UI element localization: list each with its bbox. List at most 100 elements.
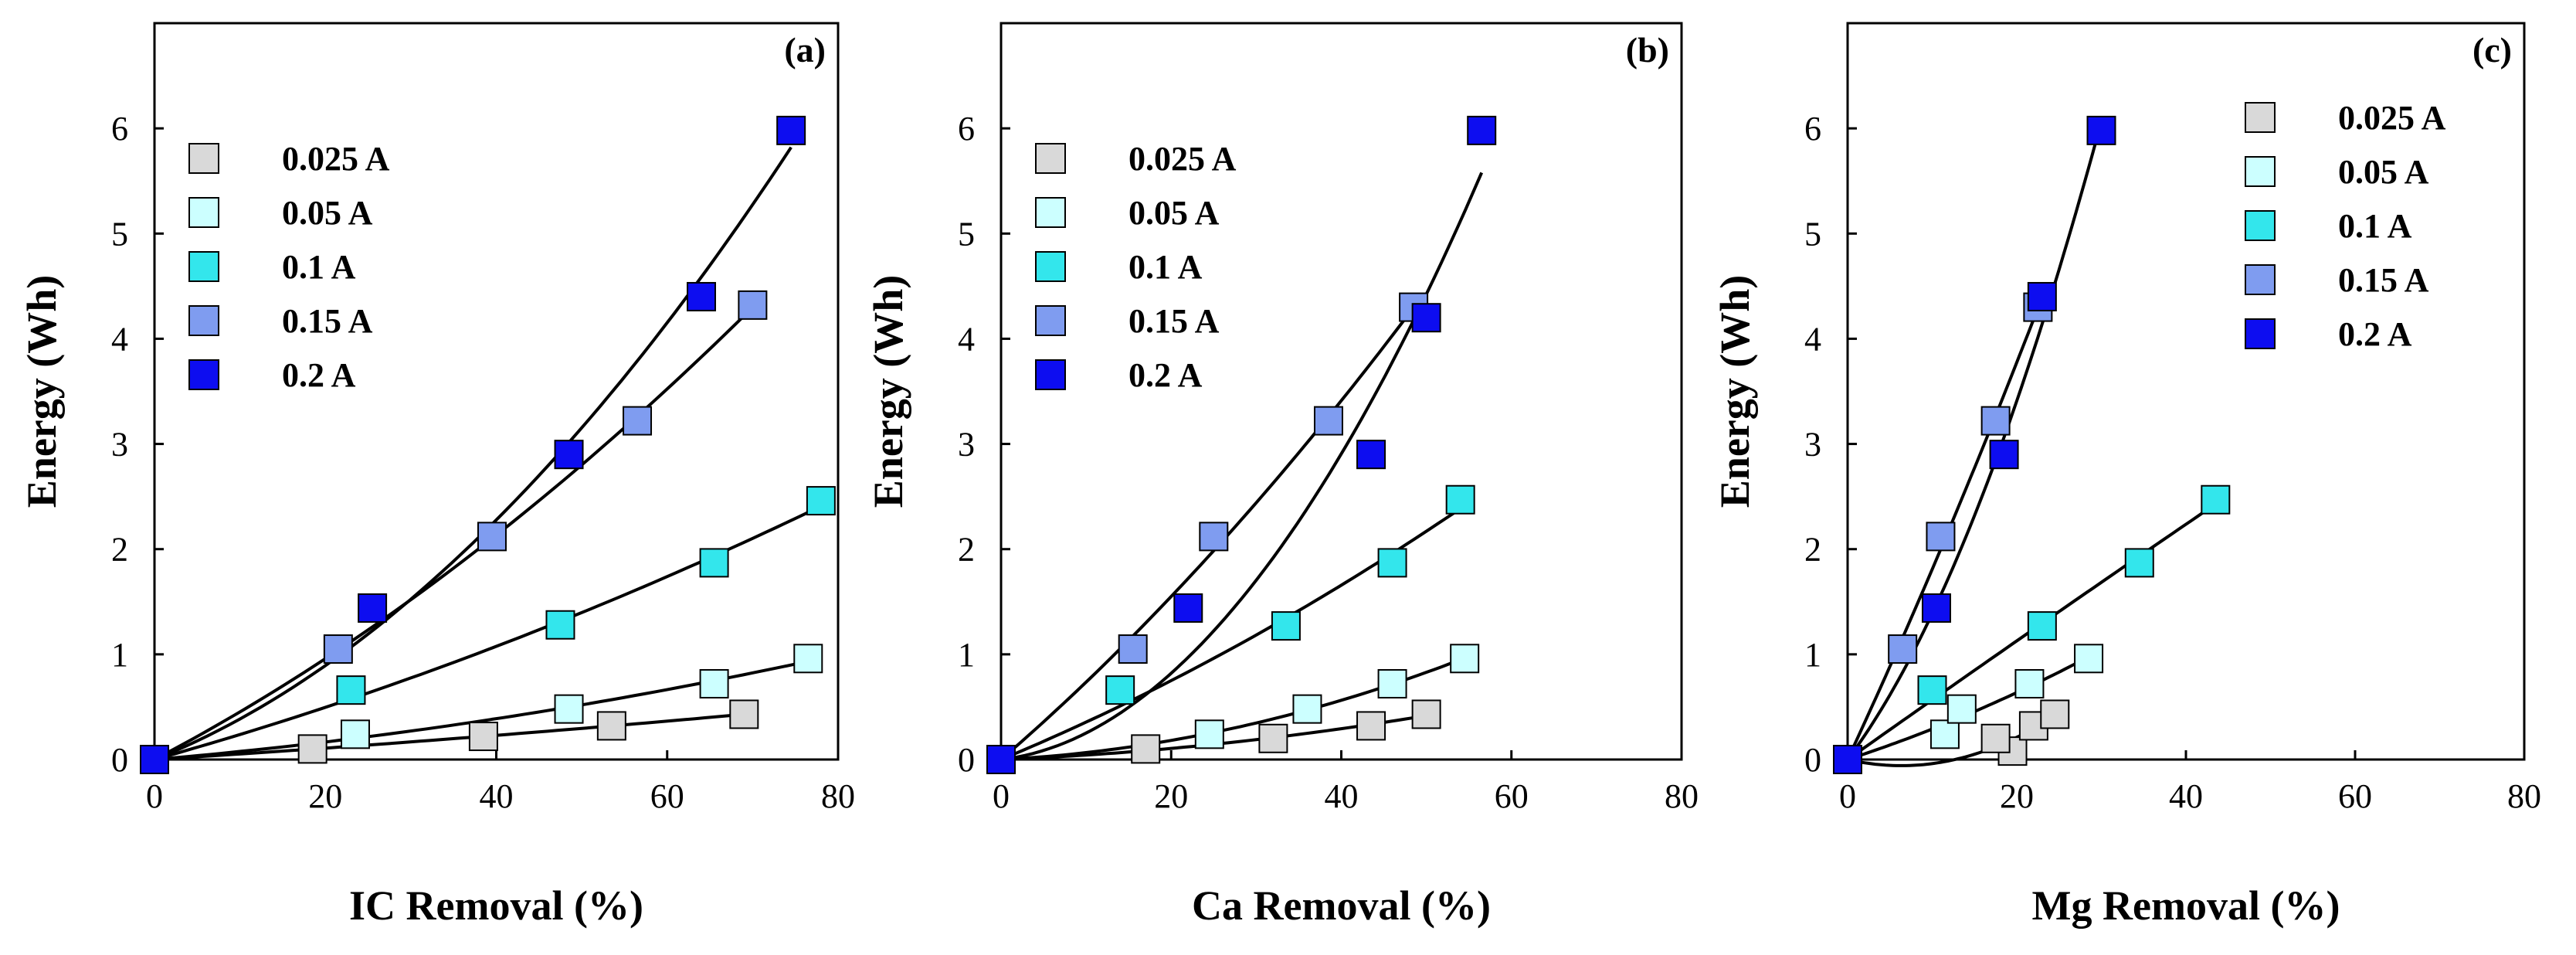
data-point <box>2014 668 2045 698</box>
fit-curve-015A <box>154 306 754 761</box>
y-axis-label: Energy (Wh) <box>19 275 65 508</box>
data-point <box>1292 694 1322 724</box>
data-point <box>468 722 498 752</box>
y-tick-label: 0 <box>1804 741 1821 779</box>
data-point <box>1131 734 1161 764</box>
data-point <box>699 548 729 578</box>
data-point <box>2027 281 2057 311</box>
legend-swatch <box>2245 264 2276 295</box>
y-tick-label: 3 <box>111 426 128 464</box>
data-point <box>1921 593 1951 623</box>
legend-label: 0.05 A <box>1128 194 1220 232</box>
legend-swatch <box>2245 156 2276 187</box>
x-tick-label: 0 <box>1839 777 1856 815</box>
data-point <box>1467 115 1497 145</box>
legend-swatch <box>188 197 219 228</box>
data-point <box>1888 634 1918 664</box>
data-point <box>1445 484 1475 515</box>
y-tick-label: 1 <box>111 636 128 674</box>
data-point <box>986 745 1016 774</box>
data-point <box>340 719 370 749</box>
legend-label: 0.15 A <box>2338 261 2429 299</box>
data-point <box>1313 406 1343 436</box>
legend: 0.025 A 0.05 A 0.1 A 0.15 A 0.2 A <box>1035 140 1237 394</box>
fit-curve-005A <box>154 659 809 761</box>
data-point <box>1118 634 1148 664</box>
legend-label: 0.1 A <box>282 248 356 286</box>
legend-label: 0.025 A <box>2338 99 2446 137</box>
y-tick-label: 6 <box>1804 110 1821 148</box>
data-point <box>1194 719 1224 749</box>
y-tick-label: 2 <box>1804 531 1821 569</box>
data-point <box>1258 723 1288 753</box>
y-axis-label: Energy (Wh) <box>865 275 911 508</box>
legend: 0.025 A 0.05 A 0.1 A 0.15 A 0.2 A <box>2245 99 2446 353</box>
data-point <box>545 610 575 640</box>
data-point <box>1929 719 1960 749</box>
data-point <box>793 644 823 674</box>
legend-swatch <box>1035 251 1066 282</box>
y-tick-label: 4 <box>111 320 128 358</box>
data-point <box>738 290 768 320</box>
data-point <box>1356 440 1386 470</box>
y-tick-label: 6 <box>958 110 975 148</box>
legend-swatch <box>2245 102 2276 133</box>
data-point <box>336 675 366 705</box>
y-tick-label: 2 <box>111 531 128 569</box>
data-point <box>1356 711 1386 741</box>
legend-swatch <box>1035 359 1066 390</box>
data-point <box>1173 593 1203 623</box>
x-tick-label: 40 <box>480 777 514 815</box>
y-tick-label: 4 <box>958 320 975 358</box>
data-point <box>1980 723 2011 753</box>
legend-label: 0.15 A <box>1128 302 1220 340</box>
chart-panel-a: 0 20 40 60 80 0 1 2 3 4 5 6 IC Removal (%) Energy (Wh… <box>19 22 855 929</box>
data-point <box>2124 548 2154 578</box>
legend-label: 0.1 A <box>2338 207 2412 245</box>
fit-curve-02A <box>1000 172 1484 761</box>
data-point <box>699 668 729 698</box>
data-point <box>1411 699 1441 729</box>
data-point <box>1105 675 1135 705</box>
y-tick-label: 5 <box>958 215 975 253</box>
data-point <box>140 745 169 774</box>
legend-swatch <box>188 251 219 282</box>
panel-label: (a) <box>784 30 826 70</box>
y-tick-label: 0 <box>958 741 975 779</box>
data-point <box>1833 745 1862 774</box>
data-point <box>1271 611 1301 641</box>
fit-curve-0025A <box>154 712 745 761</box>
legend-swatch <box>2245 318 2276 349</box>
data-point <box>1926 522 1956 552</box>
x-tick-label: 20 <box>1154 777 1188 815</box>
x-axis-label: IC Removal (%) <box>349 882 643 929</box>
y-tick-label: 2 <box>958 531 975 569</box>
x-tick-label: 80 <box>821 777 855 815</box>
legend-label: 0.05 A <box>282 194 373 232</box>
legend-label: 0.05 A <box>2338 153 2429 191</box>
x-tick-label: 20 <box>2000 777 2034 815</box>
data-point <box>2074 644 2104 674</box>
y-tick-label: 3 <box>958 426 975 464</box>
data-point <box>1946 694 1977 724</box>
data-point <box>623 406 653 436</box>
chart-panel-b: 0 20 40 60 80 0 1 2 3 4 5 6 Ca Removal (%) Energy (Wh… <box>865 22 1699 929</box>
legend-label: 0.2 A <box>282 356 356 394</box>
x-tick-label: 80 <box>1665 777 1699 815</box>
fit-curve-02A <box>154 146 792 761</box>
legend-swatch <box>1035 197 1066 228</box>
data-point <box>1450 644 1480 674</box>
legend-swatch <box>188 305 219 336</box>
legend-label: 0.025 A <box>1128 140 1237 178</box>
x-tick-label: 40 <box>1325 777 1359 815</box>
y-tick-label: 0 <box>111 741 128 779</box>
legend-label: 0.1 A <box>1128 248 1203 286</box>
fit-curve-02A <box>1846 121 2103 761</box>
data-point <box>477 522 507 552</box>
plot-frame <box>153 22 840 761</box>
legend-swatch <box>2245 210 2276 241</box>
x-axis-label: Mg Removal (%) <box>2032 882 2340 929</box>
data-point <box>297 734 328 764</box>
data-point <box>2201 484 2231 515</box>
